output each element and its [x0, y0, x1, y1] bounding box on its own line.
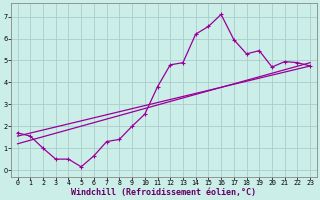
X-axis label: Windchill (Refroidissement éolien,°C): Windchill (Refroidissement éolien,°C): [71, 188, 256, 197]
